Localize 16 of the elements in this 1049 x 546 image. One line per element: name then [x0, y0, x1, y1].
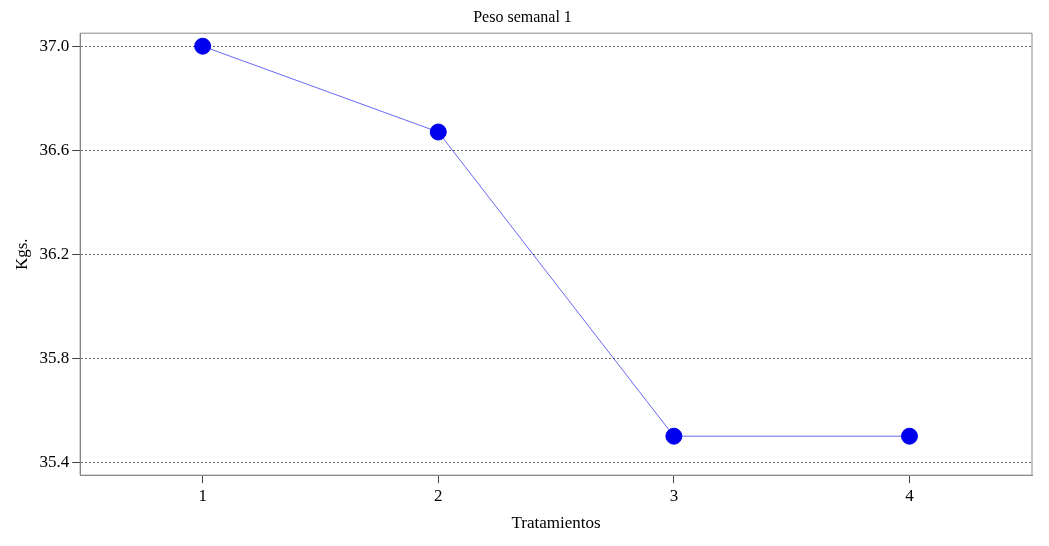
x-tick-label: 1 — [198, 485, 207, 505]
x-tick-label: 4 — [905, 485, 915, 505]
y-tick-label: 35.8 — [39, 347, 70, 367]
x-tick-label: 3 — [669, 485, 679, 505]
point — [429, 123, 447, 141]
x-axis-title: Tratamientos — [511, 513, 601, 533]
y-tick-label: 36.6 — [39, 139, 70, 159]
point — [194, 37, 212, 55]
x-tick-label: 2 — [434, 485, 443, 505]
y-axis-title: Kgs. — [11, 238, 31, 271]
y-tick-label: 37.0 — [39, 35, 70, 55]
point — [665, 427, 683, 445]
y-tick-label: 36.2 — [39, 243, 70, 263]
y-tick-label: 35.4 — [39, 451, 70, 471]
chart-title: Peso semanal 1 — [473, 7, 572, 25]
point — [900, 427, 918, 445]
